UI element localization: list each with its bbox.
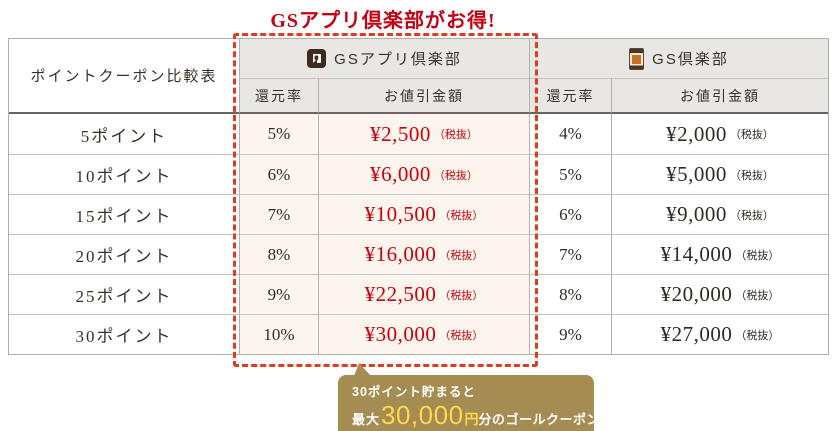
- points-cell: 5ポイント: [80, 126, 168, 146]
- group-header-label: GSアプリ倶楽部: [334, 51, 462, 68]
- membership-card-icon: [629, 47, 645, 70]
- callout-amount: 30,000: [381, 400, 464, 430]
- app-rate-cell: 9%: [239, 274, 318, 314]
- gs-rate-cell: 8%: [529, 274, 611, 314]
- price-amount: ¥16,000: [364, 242, 437, 266]
- tax-note: （税抜）: [433, 169, 478, 182]
- app-price-cell: ¥2,500 （税抜）: [318, 114, 529, 154]
- callout-line2: 最大 30,000 円 分のゴールクーポンに!: [352, 400, 618, 431]
- app-price-cell: ¥16,000 （税抜）: [318, 234, 529, 274]
- group-header-label: GS倶楽部: [652, 51, 729, 68]
- points-cell: 20ポイント: [9, 234, 239, 274]
- app-price-cell: ¥10,500 （税抜）: [318, 194, 529, 234]
- callout-suffix: 分のゴールクーポンに!: [478, 412, 619, 427]
- price-amount: ¥14,000: [660, 242, 733, 266]
- gs-price-cell: ¥2,000 （税抜）: [611, 114, 828, 154]
- gs-price-cell: ¥20,000 （税抜）: [611, 274, 828, 314]
- price-amount: ¥10,500: [364, 202, 437, 226]
- tax-note: （税抜）: [735, 329, 780, 342]
- gs-rate-cell: 4%: [529, 114, 611, 154]
- gs-price-cell: ¥14,000 （税抜）: [611, 234, 828, 274]
- app-rate-cell: 6%: [239, 154, 318, 194]
- gs-rate-cell: 6%: [529, 194, 611, 234]
- points-cell: 10ポイント: [9, 154, 239, 194]
- price-amount: ¥27,000: [660, 322, 733, 346]
- price-amount: ¥20,000: [660, 282, 733, 306]
- gs-rate-cell: 5%: [529, 154, 611, 194]
- app-rate-cell: 5%: [239, 114, 318, 154]
- app-rate-cell: 10%: [239, 314, 318, 354]
- comparison-table: ポイントクーポン比較表 GSアプリ倶楽部 GS倶楽部: [8, 38, 829, 355]
- app-rate-cell: 8%: [239, 234, 318, 274]
- price-amount: ¥2,500: [370, 121, 431, 146]
- app-price-cell: ¥6,000 （税抜）: [318, 154, 529, 194]
- group-header-gs-app-club: GSアプリ倶楽部: [239, 39, 529, 78]
- callout-prefix: 最大: [352, 412, 381, 427]
- page-title: GSアプリ倶楽部がお得!: [270, 10, 496, 32]
- gs-price-cell: ¥5,000 （税抜）: [611, 154, 828, 194]
- callout-unit: 円: [464, 411, 479, 427]
- tax-note: （税抜）: [439, 249, 484, 262]
- gs-rate-cell: 7%: [529, 234, 611, 274]
- tax-note: （税抜）: [735, 289, 780, 302]
- gs-rate-cell: 9%: [529, 314, 611, 354]
- tax-note: （税抜）: [729, 129, 774, 141]
- gs-price-cell: ¥27,000 （税抜）: [611, 314, 828, 354]
- price-amount: ¥22,500: [364, 282, 437, 306]
- table-corner-label: ポイントクーポン比較表: [9, 39, 239, 114]
- tax-note: （税抜）: [439, 289, 484, 302]
- points-cell: 15ポイント: [9, 194, 239, 234]
- price-amount: ¥2,000: [666, 121, 727, 146]
- app-price-cell: ¥22,500 （税抜）: [318, 274, 529, 314]
- tax-note: （税抜）: [735, 249, 780, 262]
- subheader-app-discount: お値引金額: [318, 78, 529, 114]
- callout-line1: 30ポイント貯まると: [352, 385, 476, 399]
- app-rate-cell: 7%: [239, 194, 318, 234]
- gs-price-cell: ¥9,000 （税抜）: [611, 194, 828, 234]
- tax-note: （税抜）: [433, 129, 478, 141]
- price-amount: ¥9,000: [666, 202, 727, 226]
- tax-note: （税抜）: [729, 169, 774, 182]
- subheader-gs-rate: 還元率: [529, 78, 611, 114]
- gold-coupon-callout: 30ポイント貯まると 最大 30,000 円 分のゴールクーポンに!: [338, 363, 618, 431]
- points-cell: 30ポイント: [9, 314, 239, 354]
- group-header-gs-club: GS倶楽部: [529, 39, 828, 78]
- tax-note: （税抜）: [729, 209, 774, 222]
- price-amount: ¥6,000: [370, 162, 431, 186]
- app-icon: [307, 49, 327, 68]
- subheader-app-rate: 還元率: [239, 78, 318, 114]
- tax-note: （税抜）: [439, 209, 484, 222]
- subheader-gs-discount: お値引金額: [611, 78, 828, 114]
- app-price-cell: ¥30,000 （税抜）: [318, 314, 529, 354]
- price-amount: ¥5,000: [666, 162, 727, 186]
- points-cell: 25ポイント: [9, 274, 239, 314]
- tax-note: （税抜）: [439, 329, 484, 342]
- price-amount: ¥30,000: [364, 322, 437, 346]
